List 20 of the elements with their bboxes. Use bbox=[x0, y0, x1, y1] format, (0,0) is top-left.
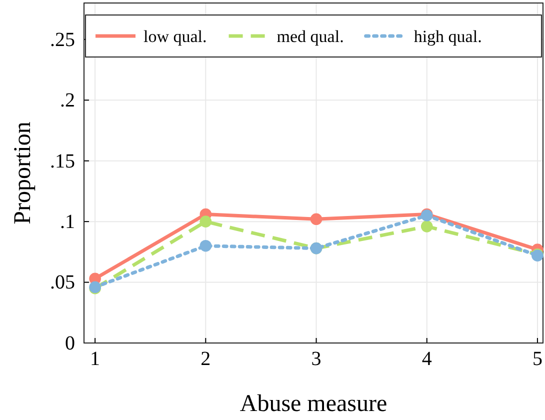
y-tick-label: .05 bbox=[50, 272, 75, 294]
x-tick-label: 2 bbox=[200, 348, 211, 370]
legend-label: low qual. bbox=[144, 27, 207, 46]
y-tick-label: .1 bbox=[60, 210, 75, 233]
x-tick-label: 4 bbox=[422, 348, 432, 370]
x-tick-label: 1 bbox=[90, 348, 100, 370]
y-tick-label: 0 bbox=[65, 332, 75, 354]
y-axis-title: Proportion bbox=[10, 122, 36, 224]
legend-label: med qual. bbox=[276, 27, 344, 46]
x-axis-title: Abuse measure bbox=[240, 391, 388, 417]
point bbox=[310, 213, 322, 226]
y-tick-label: .2 bbox=[60, 90, 75, 112]
point bbox=[200, 216, 212, 228]
point bbox=[200, 240, 212, 252]
legend-label: high qual. bbox=[414, 27, 482, 46]
x-tick-label: 3 bbox=[311, 348, 322, 370]
y-tick-label: .15 bbox=[50, 150, 75, 172]
x-tick-label: 5 bbox=[532, 348, 542, 370]
point bbox=[420, 220, 433, 232]
y-tick-label: .25 bbox=[50, 28, 75, 51]
